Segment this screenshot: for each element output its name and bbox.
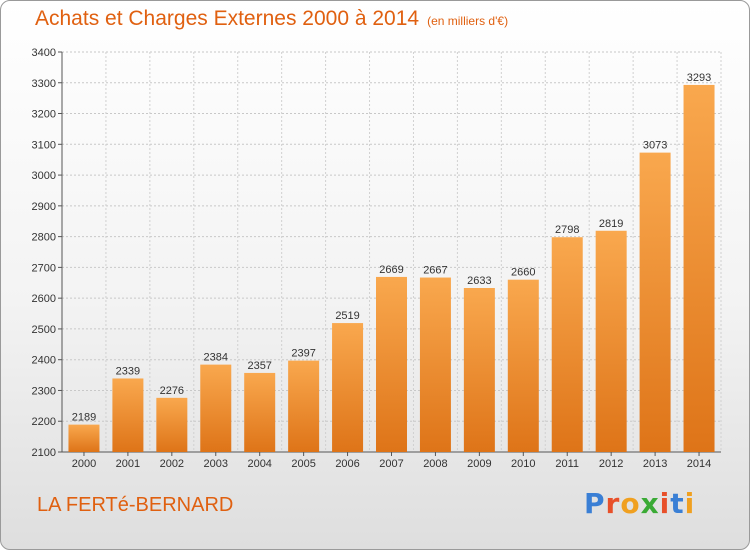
proxiti-logo: Proxiti <box>584 487 695 520</box>
x-tick-label: 2002 <box>160 458 184 470</box>
data-label: 2660 <box>511 267 535 279</box>
y-tick-label: 3300 <box>32 78 56 90</box>
data-label: 3073 <box>643 140 667 152</box>
bar <box>288 360 320 452</box>
y-tick-label: 2500 <box>32 324 56 336</box>
x-tick-label: 2008 <box>423 458 447 470</box>
y-tick-label: 2200 <box>32 416 56 428</box>
bar <box>551 237 583 452</box>
x-tick-label: 2003 <box>204 458 228 470</box>
logo-letter: o <box>620 487 641 520</box>
data-label: 2819 <box>599 218 623 230</box>
bar <box>200 364 232 452</box>
chart-title: Achats et Charges Externes 2000 à 2014 (e… <box>35 7 508 31</box>
logo-letter: i <box>684 487 696 520</box>
data-label: 2798 <box>555 224 579 236</box>
y-tick-label: 3000 <box>32 170 56 182</box>
bars <box>68 84 715 452</box>
x-tick-label: 2007 <box>379 458 403 470</box>
x-tick-label: 2001 <box>116 458 140 470</box>
logo-letter: t <box>670 487 685 520</box>
data-label: 2669 <box>379 264 403 276</box>
data-label: 2397 <box>291 348 315 360</box>
bar <box>463 288 495 452</box>
y-tick-label: 2300 <box>32 385 56 397</box>
y-tick-label: 2100 <box>32 447 56 459</box>
y-tick-label: 2900 <box>32 201 56 213</box>
y-tick-label: 2400 <box>32 355 56 367</box>
x-tick-label: 2004 <box>247 458 271 470</box>
data-label: 2384 <box>204 352 228 364</box>
logo-letter: r <box>605 487 621 520</box>
chart-subtitle: (en milliers d'€) <box>427 14 509 28</box>
bar <box>112 378 144 452</box>
y-tick-label: 2700 <box>32 262 56 274</box>
y-tick-label: 3200 <box>32 109 56 121</box>
data-label: 2633 <box>467 275 491 287</box>
x-tick-label: 2011 <box>555 458 579 470</box>
x-tick-label: 2010 <box>511 458 535 470</box>
y-tick-label: 3100 <box>32 139 56 151</box>
data-label: 2519 <box>335 310 359 322</box>
bar <box>595 230 627 452</box>
data-label: 2667 <box>423 265 447 277</box>
y-tick-label: 3400 <box>32 47 56 59</box>
y-tick-label: 2600 <box>32 293 56 305</box>
bar <box>419 277 451 452</box>
data-label: 2339 <box>116 365 140 377</box>
x-tick-label: 2014 <box>687 458 711 470</box>
data-label: 2276 <box>160 385 184 397</box>
logo-letter: i <box>659 487 671 520</box>
bar <box>156 397 188 452</box>
x-tick-label: 2013 <box>643 458 667 470</box>
data-label: 3293 <box>687 72 711 84</box>
bar <box>683 84 715 452</box>
town-name: LA FERTé-BERNARD <box>37 494 234 516</box>
data-label: 2357 <box>247 360 271 372</box>
x-tick-label: 2012 <box>599 458 623 470</box>
bar <box>332 323 364 452</box>
x-tick-label: 2009 <box>467 458 491 470</box>
logo-letter: P <box>584 487 606 520</box>
y-tick-label: 2800 <box>32 232 56 244</box>
axes: 2100 2200 2300 2400 2500 2600 2700 2800 2900 3000… <box>32 47 721 459</box>
bar <box>68 424 100 452</box>
bar <box>376 276 407 452</box>
x-tick-label: 2000 <box>72 458 96 470</box>
x-tick-label: 2006 <box>335 458 359 470</box>
logo-letter: x <box>640 487 660 520</box>
labels: 2000 2189 2001 2339 2002 2276 2003 2384 2004 2357… <box>72 72 712 470</box>
bar <box>639 152 671 452</box>
x-tick-label: 2005 <box>291 458 315 470</box>
bar <box>244 372 276 452</box>
chart-title-text: Achats et Charges Externes 2000 à 2014 <box>35 7 420 30</box>
bar <box>507 279 539 452</box>
data-label: 2189 <box>72 412 96 424</box>
